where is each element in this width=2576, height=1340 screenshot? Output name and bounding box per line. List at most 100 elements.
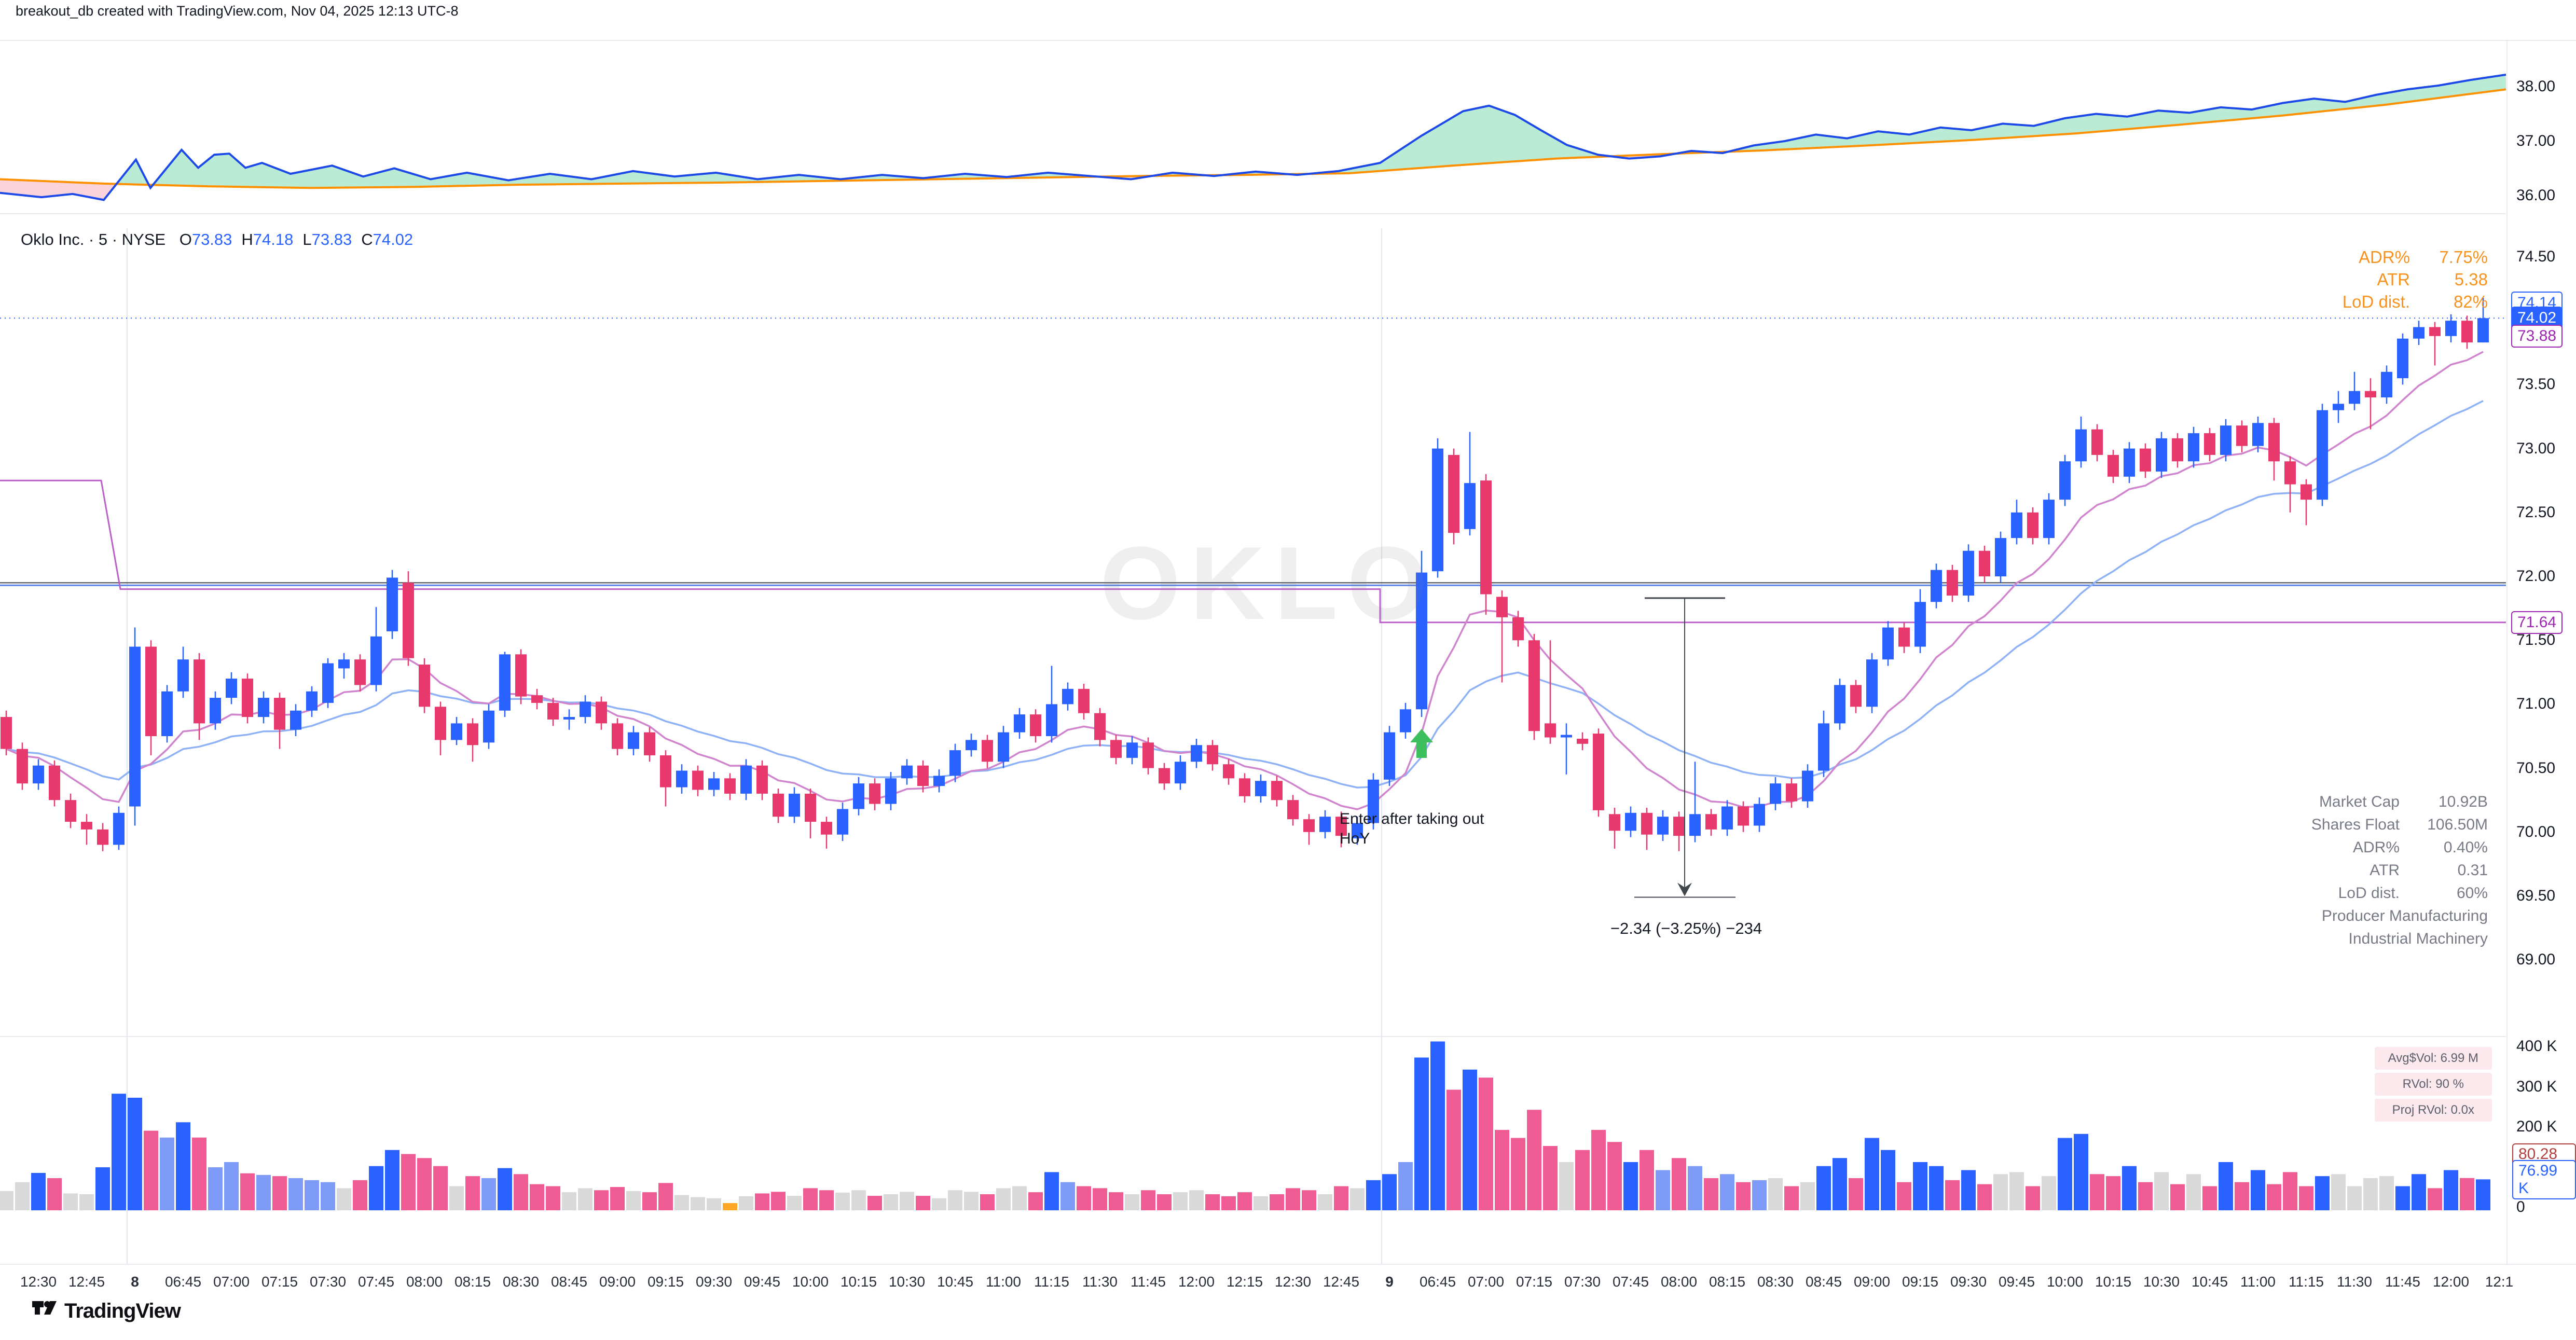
indicator-row: LoD dist. 82% [2342, 292, 2488, 311]
candle [2027, 512, 2038, 538]
volume-bar [2283, 1172, 2297, 1210]
time-label: 11:00 [986, 1274, 1021, 1290]
stats-row: Producer Manufacturing [2321, 907, 2488, 924]
volume-label: 76.99 K [2512, 1160, 2576, 1199]
volume-bar [2444, 1170, 2458, 1210]
volume-bar [1929, 1166, 1944, 1210]
candle [370, 636, 382, 685]
time-label: 11:45 [2385, 1274, 2420, 1290]
ohlc-value: 73.83 [191, 230, 232, 248]
candle [1738, 806, 1749, 826]
candle [917, 765, 929, 786]
candle [1786, 783, 1797, 802]
time-label: 12:45 [68, 1274, 105, 1290]
volume-bar [514, 1174, 528, 1210]
volume-bar [2202, 1186, 2217, 1210]
tradingview-logo-text: TradingView [64, 1300, 181, 1322]
volume-bar [288, 1178, 303, 1210]
candle [724, 778, 736, 794]
candle [1496, 597, 1508, 617]
volume-bar [224, 1162, 239, 1210]
candle [483, 710, 494, 743]
volume-bar [2009, 1172, 2024, 1210]
price-label-71.64: 71.64 [2511, 611, 2563, 634]
candle [628, 732, 639, 749]
volume-bar [658, 1183, 673, 1210]
volume-bar [1511, 1138, 1525, 1210]
volume-bar [369, 1166, 383, 1210]
volume-bar [948, 1190, 962, 1210]
volume-bar [2138, 1182, 2153, 1210]
time-label: 09:15 [1902, 1274, 1939, 1290]
candle [161, 691, 173, 736]
time-label: 09:30 [1950, 1274, 1987, 1290]
candle [1014, 714, 1025, 733]
volume-bar [642, 1192, 657, 1210]
volume-bar [1495, 1130, 1509, 1210]
candle [869, 783, 880, 804]
volume-bar [819, 1190, 834, 1210]
volume-bar [771, 1192, 786, 1210]
candle [2461, 321, 2473, 343]
candle [2317, 410, 2328, 500]
candle [773, 793, 784, 817]
volume-tick: 400 K [2516, 1038, 2557, 1055]
volume-bar [1173, 1192, 1188, 1210]
candle [1239, 778, 1250, 796]
time-label: 12:00 [1178, 1274, 1215, 1290]
volume-bar [674, 1195, 689, 1210]
volume-bar [2395, 1186, 2410, 1210]
candle [563, 717, 575, 720]
candle [901, 765, 913, 779]
candle [612, 723, 623, 749]
volume-bar [1141, 1190, 1155, 1210]
candle [1561, 735, 1572, 738]
volume-bar [546, 1186, 560, 1210]
time-label: 07:00 [1467, 1274, 1505, 1290]
candle [756, 765, 768, 794]
volume-bar [1093, 1188, 1107, 1210]
candle [2107, 454, 2119, 477]
volume-bar [1591, 1130, 1606, 1210]
candle [580, 701, 591, 717]
candle [2429, 327, 2441, 336]
candle [113, 812, 125, 845]
entry-annotation[interactable]: Enter after taking out HoY [1340, 810, 1484, 847]
candle [1689, 814, 1701, 836]
volume-bar [31, 1172, 46, 1210]
volume-bar [2460, 1178, 2474, 1210]
candle [1512, 617, 1524, 641]
ribbon-tick: 37.00 [2516, 132, 2556, 149]
candle [1175, 762, 1186, 784]
stats-row: Industrial Machinery [2348, 930, 2488, 947]
measure-tool-label[interactable]: −2.34 (−3.25%) −234 [1610, 919, 1762, 937]
volume-bar [1575, 1150, 1590, 1210]
ohlc-key: L [302, 230, 312, 248]
tradingview-logo[interactable]: TradingView [32, 1300, 181, 1323]
volume-bar [2074, 1134, 2088, 1210]
volume-bar [916, 1196, 930, 1210]
volume-bar [1527, 1110, 1541, 1210]
volume-bar [1366, 1180, 1381, 1210]
volume-bar [15, 1182, 30, 1210]
volume-bar [47, 1178, 62, 1210]
candle [1191, 745, 1202, 762]
time-label: 08:45 [1805, 1274, 1842, 1290]
time-label: 07:30 [1564, 1274, 1601, 1290]
price-tick: 74.50 [2516, 248, 2556, 265]
volume-bar [1816, 1166, 1831, 1210]
volume-bar [2235, 1182, 2249, 1210]
entry-arrow-icon[interactable] [1410, 728, 1433, 758]
candle [1866, 659, 1878, 707]
candle [1110, 740, 1122, 758]
volume-bar [208, 1167, 223, 1210]
volume-bar [1318, 1194, 1332, 1210]
candle [853, 783, 864, 809]
volume-tick: 0 [2516, 1198, 2525, 1215]
candle [403, 583, 414, 658]
candle [1657, 817, 1669, 835]
time-label: 06:45 [164, 1274, 202, 1290]
symbol-ohlc-row[interactable]: Oklo Inc. · 5 · NYSE O73.83 H74.18 L73.83 C… [21, 230, 413, 249]
candle [419, 665, 430, 707]
